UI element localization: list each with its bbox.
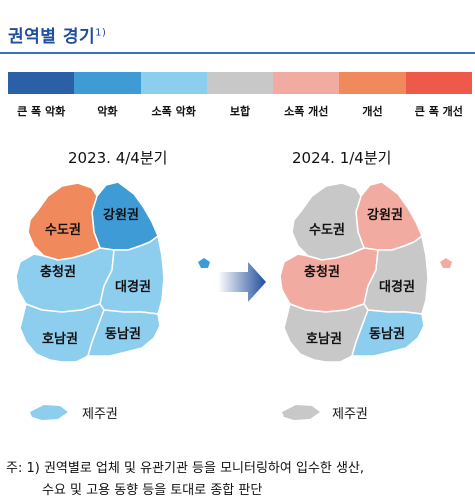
legend-swatch-5 — [339, 72, 406, 94]
label-honam: 호남권 — [306, 331, 342, 347]
label-jeju: 제주권 — [332, 407, 368, 422]
region-jeju — [30, 405, 68, 420]
title-text: 권역별 경기 — [8, 27, 96, 47]
legend-label: 개선 — [362, 105, 383, 118]
label-honam: 호남권 — [42, 331, 78, 347]
legend-swatch-6 — [405, 72, 472, 94]
map-right: 강원권 수도권 충청권 대경권 호남권 동남권 제주권 — [279, 181, 452, 422]
label-dongnam: 동남권 — [369, 326, 405, 342]
legend-labels: 큰 폭 악화 악화 소폭 악화 보합 소폭 개선 개선 큰 폭 개선 — [8, 103, 472, 119]
footnote-line-1: 주: 1) 권역별로 업체 및 유관기관 등을 모니터링하여 입수한 생산, — [6, 461, 365, 476]
title-footnote-mark: 1) — [95, 27, 107, 39]
transition-arrow — [218, 262, 266, 302]
label-jeju: 제주권 — [82, 407, 118, 422]
region-sudogwon — [27, 182, 101, 261]
region-sudogwon — [291, 182, 365, 261]
legend-label: 큰 폭 악화 — [17, 105, 66, 118]
legend-label: 큰 폭 개선 — [414, 105, 463, 118]
label-dongnam: 동남권 — [105, 326, 141, 342]
period-label-left: 2023. 4/4분기 — [68, 149, 168, 167]
label-gangwon: 강원권 — [103, 207, 139, 223]
legend-swatch-4 — [273, 72, 340, 94]
label-gangwon: 강원권 — [367, 207, 403, 223]
label-daegyeong: 대경권 — [115, 279, 151, 295]
region-jeju — [282, 405, 320, 420]
legend-swatch-3 — [206, 72, 274, 94]
region-dongnam — [351, 309, 425, 357]
label-sudogwon: 수도권 — [309, 223, 345, 238]
region-dongnam — [87, 309, 161, 357]
legend-label: 보합 — [229, 105, 251, 118]
period-label-right: 2024. 1/4분기 — [292, 149, 392, 167]
region-daegyeong — [99, 235, 165, 315]
legend-label: 악화 — [97, 105, 118, 118]
footnote-line-2: 수요 및 고용 동향 등을 토대로 종합 판단 — [42, 483, 263, 498]
label-chungcheong: 충청권 — [40, 264, 76, 280]
legend-swatch-1 — [74, 72, 141, 94]
map-left: 강원권 수도권 충청권 대경권 호남권 동남권 제주권 — [15, 181, 210, 422]
page-title: 권역별 경기1) — [8, 22, 106, 47]
region-daegyeong — [363, 235, 429, 315]
legend-swatch-0 — [8, 72, 75, 94]
legend-label: 소폭 개선 — [284, 105, 329, 118]
legend-swatch-2 — [140, 72, 207, 94]
legend-color-scale — [8, 72, 472, 94]
title-divider — [0, 52, 475, 54]
footnote: 주: 1) 권역별로 업체 및 유관기관 등을 모니터링하여 입수한 생산, 수… — [6, 458, 364, 502]
label-sudogwon: 수도권 — [45, 223, 81, 238]
island-ulleungdo — [198, 258, 210, 268]
legend-label: 소폭 악화 — [151, 105, 196, 118]
label-daegyeong: 대경권 — [379, 279, 415, 295]
island-ulleungdo — [440, 258, 452, 268]
label-chungcheong: 충청권 — [304, 264, 340, 280]
